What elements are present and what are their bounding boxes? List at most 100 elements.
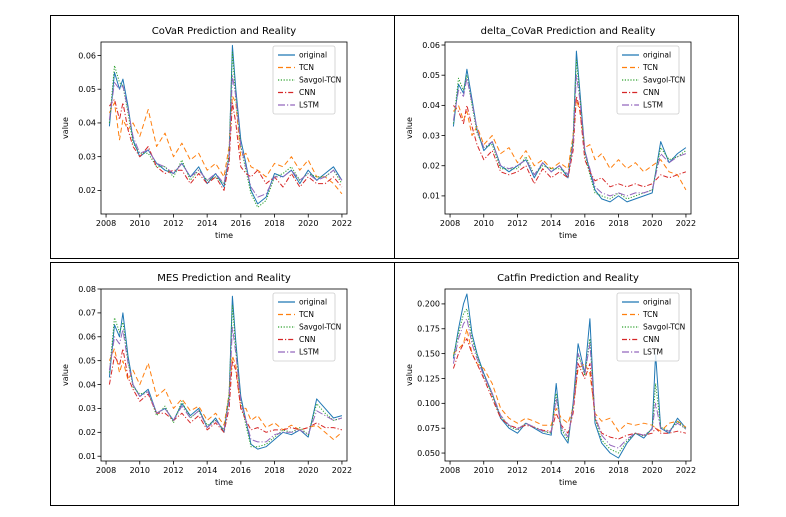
series-line-savgol-tcn <box>108 305 343 448</box>
y-tick-label: 0.01 <box>422 192 440 201</box>
series-line-lstm <box>452 318 687 449</box>
series-line-original <box>108 44 343 205</box>
series-line-cnn <box>109 98 343 191</box>
legend-label: TCN <box>298 63 314 72</box>
legend-label: Savgol-TCN <box>643 323 685 332</box>
legend-label: TCN <box>642 310 658 319</box>
plot-area-frame <box>444 288 692 462</box>
y-tick-label: 0.050 <box>417 449 440 458</box>
x-tick-label: 2016 <box>231 219 251 228</box>
y-tick-label: 0.04 <box>78 119 96 128</box>
legend-box <box>272 45 336 115</box>
x-tick-label: 2010 <box>474 466 494 475</box>
x-tick-label: 2020 <box>642 219 662 228</box>
x-tick-label: 2022 <box>676 466 696 475</box>
legend-label: LSTM <box>643 348 663 357</box>
series-line-savgol-tcn <box>452 308 687 454</box>
x-tick-label: 2014 <box>541 466 561 475</box>
y-tick-label: 0.150 <box>417 349 440 358</box>
chart-panel-catfin: Catfin Prediction and Reality 2008 2010 201… <box>394 262 739 506</box>
legend-label: CNN <box>643 335 659 344</box>
y-tick-label: 0.175 <box>417 325 440 334</box>
chart-panel-delta-covar: delta_CoVaR Prediction and Reality 2008 20… <box>394 15 739 259</box>
legend-label: TCN <box>642 63 658 72</box>
y-tick-label: 0.08 <box>78 285 96 294</box>
legend-label: CNN <box>299 88 315 97</box>
y-tick-label: 0.06 <box>78 51 96 60</box>
x-tick-label: 2018 <box>608 466 628 475</box>
x-tick-label: 2008 <box>96 219 116 228</box>
y-tick-label: 0.03 <box>422 131 440 140</box>
y-tick-label: 0.02 <box>78 186 96 195</box>
x-tick-label: 2022 <box>676 219 696 228</box>
x-tick-label: 2012 <box>163 219 183 228</box>
series-line-lstm <box>108 75 343 198</box>
x-axis-label: time <box>215 231 233 240</box>
legend-box <box>272 292 336 362</box>
x-axis-label: time <box>559 231 577 240</box>
legend-label: LSTM <box>299 348 319 357</box>
series-line-original <box>452 293 687 459</box>
chart-title: MES Prediction and Reality <box>157 273 291 284</box>
series-line-cnn <box>453 95 687 188</box>
x-tick-label: 2016 <box>231 466 251 475</box>
y-tick-label: 0.05 <box>78 85 96 94</box>
x-tick-label: 2020 <box>642 466 662 475</box>
y-tick-label: 0.02 <box>422 162 440 171</box>
x-tick-label: 2008 <box>440 219 460 228</box>
x-tick-label: 2012 <box>507 219 527 228</box>
legend-label: Savgol-TCN <box>299 76 341 85</box>
plot-area-frame <box>100 41 348 215</box>
y-tick-label: 0.04 <box>422 101 440 110</box>
x-tick-label: 2016 <box>575 466 595 475</box>
y-tick-label: 0.05 <box>78 356 96 365</box>
series-line-lstm <box>452 74 687 197</box>
x-tick-label: 2012 <box>163 466 183 475</box>
y-tick-label: 0.07 <box>78 309 96 318</box>
legend-label: Savgol-TCN <box>299 323 341 332</box>
x-tick-label: 2020 <box>298 219 318 228</box>
series-line-tcn <box>453 328 687 432</box>
y-tick-label: 0.125 <box>417 374 440 383</box>
y-tick-label: 0.01 <box>78 452 96 461</box>
x-tick-label: 2010 <box>474 219 494 228</box>
x-tick-label: 2008 <box>96 466 116 475</box>
legend-label: Savgol-TCN <box>643 76 685 85</box>
y-tick-label: 0.06 <box>78 333 96 342</box>
y-tick-label: 0.100 <box>417 399 440 408</box>
x-tick-label: 2014 <box>197 219 217 228</box>
legend-label: original <box>299 51 327 60</box>
x-tick-label: 2018 <box>264 466 284 475</box>
chart-mes: MES Prediction and Reality 2008 2010 2012 20… <box>61 273 352 487</box>
legend-label: original <box>299 298 327 307</box>
x-tick-label: 2020 <box>298 466 318 475</box>
series-line-lstm <box>108 326 343 443</box>
y-tick-label: 0.06 <box>422 41 440 50</box>
chart-title: Catfin Prediction and Reality <box>497 273 639 284</box>
chart-panel-mes: MES Prediction and Reality 2008 2010 2012 20… <box>50 262 395 506</box>
legend-label: CNN <box>643 88 659 97</box>
chart-covar: CoVaR Prediction and Reality 2008 2010 2012… <box>61 26 352 240</box>
x-tick-label: 2016 <box>575 219 595 228</box>
series-line-cnn <box>452 338 687 440</box>
x-tick-label: 2014 <box>197 466 217 475</box>
chart-delta-covar: delta_CoVaR Prediction and Reality 2008 20… <box>405 26 696 240</box>
x-tick-label: 2008 <box>440 466 460 475</box>
y-axis-label: value <box>405 117 414 139</box>
series-line-savgol-tcn <box>452 59 687 200</box>
series-line-cnn <box>108 348 343 433</box>
y-axis-label: value <box>405 364 414 386</box>
y-tick-label: 0.02 <box>78 428 96 437</box>
x-tick-label: 2012 <box>507 466 527 475</box>
legend-box <box>616 45 680 115</box>
series-line-tcn <box>108 95 343 195</box>
legend-label: original <box>643 51 671 60</box>
legend-label: LSTM <box>643 101 663 110</box>
chart-title: delta_CoVaR Prediction and Reality <box>481 26 656 37</box>
chart-panel-covar: CoVaR Prediction and Reality 2008 2010 2012… <box>50 15 395 259</box>
y-tick-label: 0.04 <box>78 380 96 389</box>
y-tick-label: 0.075 <box>417 424 440 433</box>
x-tick-label: 2010 <box>130 219 150 228</box>
x-tick-label: 2014 <box>541 219 561 228</box>
y-axis-label: value <box>61 117 70 139</box>
